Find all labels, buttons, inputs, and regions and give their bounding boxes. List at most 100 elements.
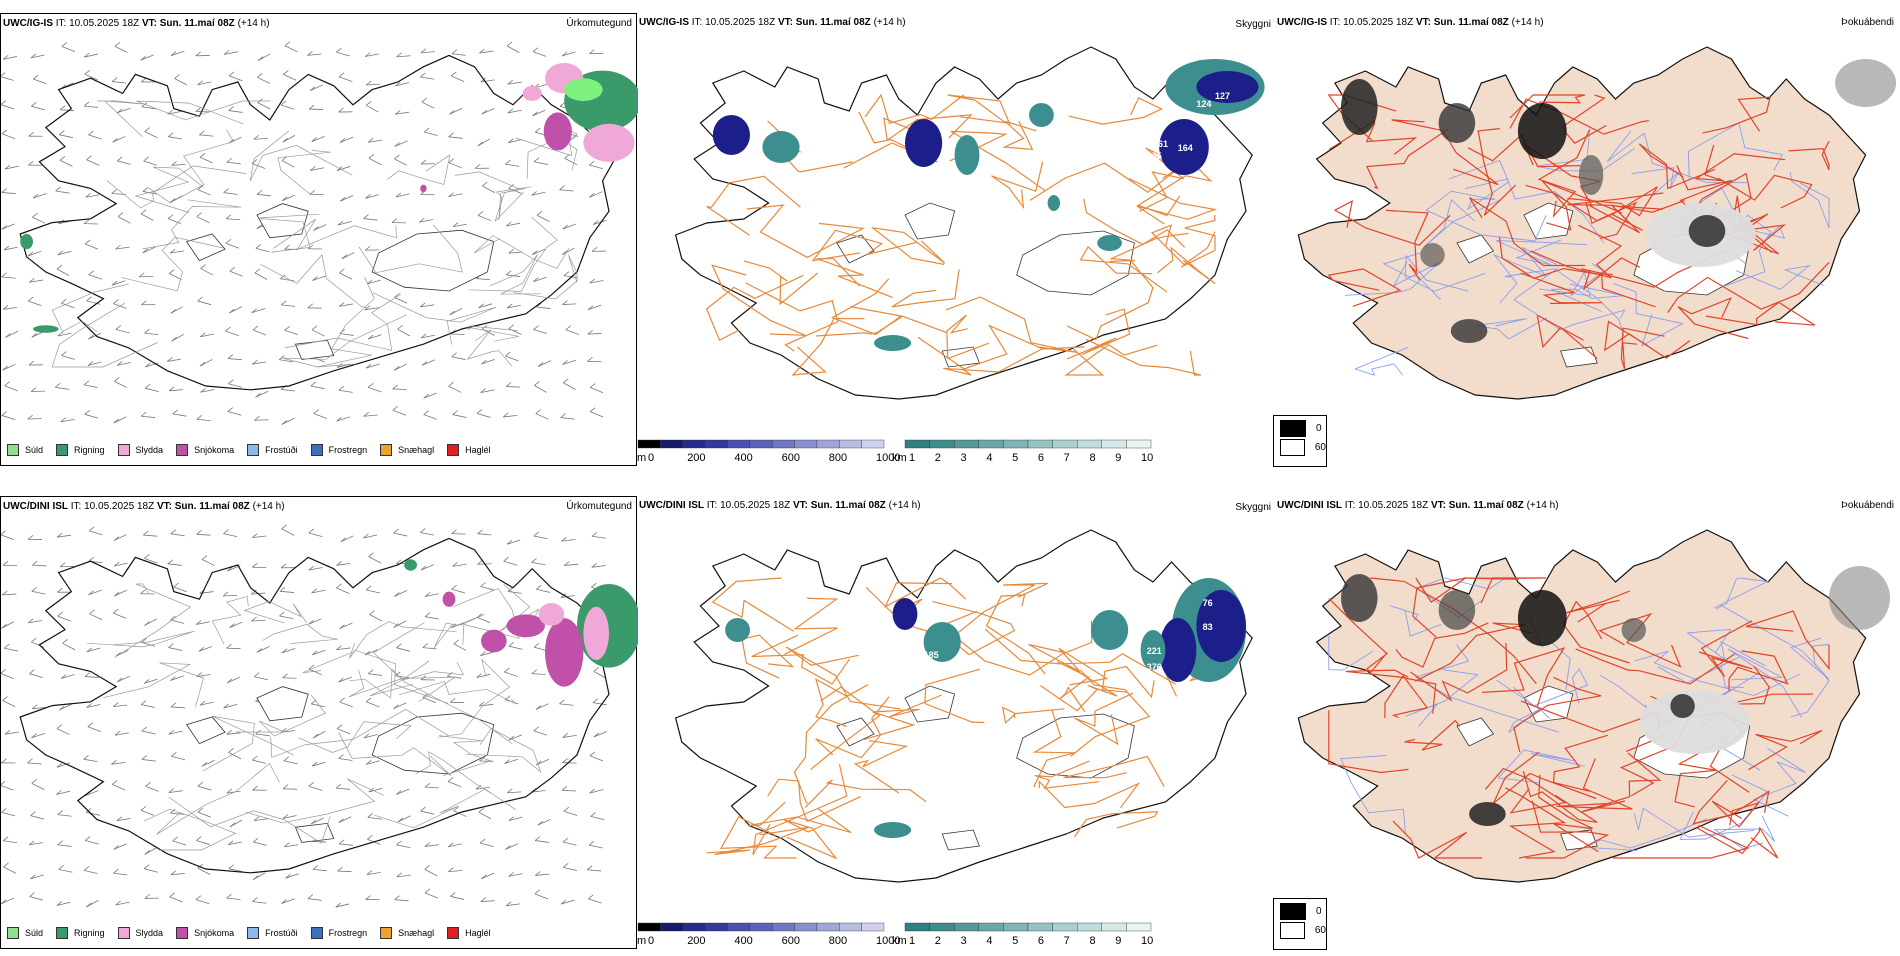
wind-barb <box>454 644 466 651</box>
wind-barb <box>312 276 325 281</box>
wind-barb <box>505 844 518 850</box>
valid-time: Sun. 11.maí 08Z <box>1434 17 1509 28</box>
wind-barb <box>449 163 462 168</box>
wind-barb <box>1 785 13 790</box>
valid-time-label: VT: <box>793 500 808 511</box>
wind-barb-flag <box>338 108 343 112</box>
wind-barb-flag <box>285 42 290 46</box>
wind-barb-flag <box>589 50 594 54</box>
wind-barb-flag <box>450 698 455 702</box>
wind-barb <box>425 617 439 619</box>
colorbar-km-tick: 5 <box>1012 935 1018 947</box>
wind-barb-flag <box>32 561 37 565</box>
wind-barb <box>256 734 270 736</box>
wind-barb <box>395 141 408 147</box>
colorbar-km-tick: 3 <box>961 935 967 947</box>
wind-barb <box>115 46 128 52</box>
visibility-value-label: 187 <box>1147 614 1162 624</box>
wind-barb <box>425 787 439 788</box>
visibility-value-label: 176 <box>1153 602 1168 612</box>
colorbar-m-tick: 600 <box>782 452 800 464</box>
road-line <box>261 255 368 308</box>
wind-barb <box>30 816 44 819</box>
wind-barb <box>117 676 130 682</box>
wind-barb-flag <box>481 582 486 586</box>
wind-barb-flag <box>395 896 400 900</box>
wind-barb-flag <box>285 326 290 330</box>
wind-barb <box>564 811 577 815</box>
low-visibility-area <box>762 131 799 163</box>
wind-barb-flag <box>145 128 150 132</box>
wind-barb-flag <box>508 587 513 591</box>
wind-barb <box>449 108 462 114</box>
wind-barb-flag <box>252 563 257 567</box>
wind-barb <box>29 674 42 678</box>
low-visibility-area <box>1029 103 1054 127</box>
wind-barb-flag <box>29 670 34 674</box>
legend-label: Rigning <box>74 445 105 455</box>
wind-barb <box>229 111 243 113</box>
legend-item: Frostregn <box>311 927 368 939</box>
legend-label: Snjókoma <box>194 928 234 938</box>
legend-item: Snæhagl <box>380 444 434 456</box>
road-line <box>387 155 450 185</box>
wind-barb-flag <box>366 101 371 105</box>
wind-barb-flag <box>55 383 60 387</box>
wind-barb-flag <box>423 644 428 648</box>
wind-barb <box>534 162 548 165</box>
wind-barb-flag <box>112 780 117 784</box>
wind-barb <box>282 529 294 536</box>
wind-barb <box>87 160 100 166</box>
wind-barb-flag <box>534 727 539 731</box>
wind-barb-flag <box>283 70 288 74</box>
panel-header: UWC/IG-IS IT: 10.05.2025 18Z VT: Sun. 11… <box>1277 17 1544 28</box>
wind-barb-flag <box>114 377 119 381</box>
visibility-value-label: 108 <box>1128 135 1143 145</box>
colorbar-km-cell <box>1028 440 1053 448</box>
wind-barb-flag <box>143 187 148 191</box>
wind-barb <box>252 902 266 904</box>
wind-barb-flag <box>84 866 89 870</box>
wind-barb <box>504 672 517 676</box>
wind-barb <box>368 335 381 339</box>
wind-barb <box>538 819 551 825</box>
colorbar-m-tick: 0 <box>648 452 654 464</box>
wind-barb <box>504 561 517 565</box>
wind-barb <box>257 194 271 195</box>
init-time-label: IT: <box>1345 500 1356 511</box>
wind-barb-flag <box>477 409 482 413</box>
wind-barb <box>559 704 573 705</box>
wind-barb-flag <box>425 613 430 617</box>
wind-barb <box>420 77 434 79</box>
wind-barb <box>393 703 406 709</box>
legend-label: Súld <box>25 445 43 455</box>
wind-barb <box>228 412 241 416</box>
wind-barb <box>3 867 15 873</box>
wind-barb <box>60 160 73 166</box>
wind-barb-flag <box>197 530 202 534</box>
wind-barb-flag <box>57 725 62 729</box>
visibility-value-label: 76 <box>1203 598 1213 608</box>
road-line <box>468 330 512 366</box>
wind-barb <box>196 900 209 904</box>
wind-barb-flag <box>504 668 509 672</box>
fog-index-area <box>1518 590 1567 646</box>
wind-barb-flag <box>118 213 123 217</box>
colorbar-m-tick: 800 <box>829 452 847 464</box>
low-visibility-area <box>713 115 750 155</box>
wind-barb <box>308 54 322 55</box>
wind-barb <box>202 560 215 566</box>
wind-barb <box>168 137 182 139</box>
wind-barb <box>509 735 522 740</box>
wind-barb-flag <box>61 299 66 303</box>
init-time-label: IT: <box>56 18 67 29</box>
wind-barb-flag <box>196 837 201 841</box>
wind-barb <box>113 613 126 618</box>
wind-barb <box>369 158 381 165</box>
wind-barb-flag <box>506 271 511 275</box>
wind-barb <box>533 110 546 116</box>
colorbar-m-cell <box>862 440 884 448</box>
legend-item: Frostúði <box>247 927 298 939</box>
